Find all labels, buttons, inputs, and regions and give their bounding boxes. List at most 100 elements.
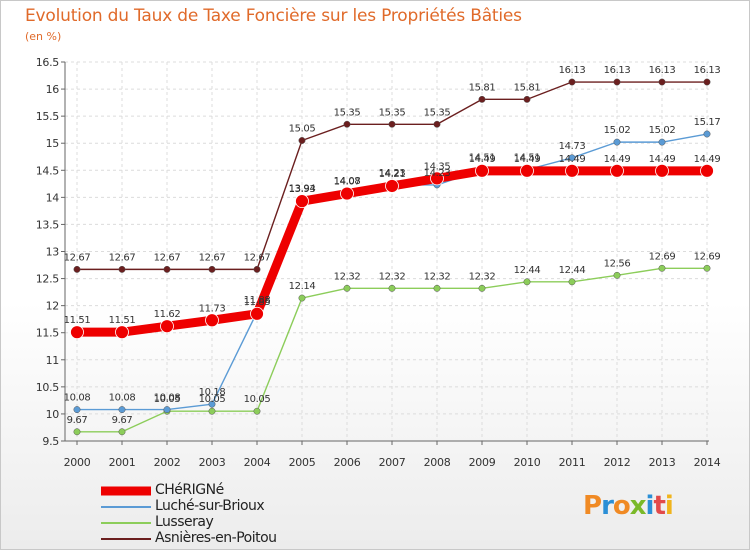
data-point [70,325,84,340]
data-point [385,179,399,193]
series-lines [70,78,714,436]
data-label: 14.49 [559,154,586,165]
data-label: 12.32 [334,271,361,282]
legend-swatch-cherigne [101,486,151,496]
chart-title: Evolution du Taux de Taxe Foncière sur l… [25,6,522,26]
data-point [160,319,174,334]
data-label: 10.18 [199,387,226,398]
x-tick-label: 2013 [649,456,676,469]
x-tick-label: 2001 [109,456,136,469]
logo-letter: r [601,491,614,521]
data-label: 15.35 [379,107,406,118]
data-label: 14.49 [604,154,631,165]
x-tick-label: 2000 [64,456,91,469]
data-label: 14.49 [649,154,676,165]
data-label: 14.51 [469,153,496,164]
data-label: 15.17 [694,117,721,128]
proxiti-logo: Proxiti [583,491,674,521]
data-label: 12.14 [289,281,316,292]
data-point [118,428,126,436]
x-tick-label: 2007 [379,456,406,469]
data-label: 14.49 [469,154,496,165]
x-tick-label: 2004 [244,456,271,469]
y-tick-label: 15 [46,137,60,150]
data-point [73,406,81,414]
data-label: 12.67 [244,252,271,263]
x-tick-label: 2012 [604,456,631,469]
data-point [115,325,129,340]
logo-letter: i [664,491,674,521]
data-point [658,138,666,146]
data-point [658,78,666,86]
data-point [610,163,624,178]
data-point [565,163,579,178]
data-label: 15.02 [604,125,631,136]
legend-label: Asnières-en-Poitou [155,530,277,546]
data-label: 9.67 [67,415,88,426]
data-label: 9.67 [112,415,133,426]
logo-letter: t [653,491,665,521]
x-tick-label: 2010 [514,456,541,469]
legend-swatch-luche [101,506,151,508]
logo-letter: o [612,491,631,521]
data-point [568,278,576,286]
logo-letter: P [583,491,602,521]
data-label: 14.73 [559,141,586,152]
data-label: 16.13 [694,65,721,76]
grid [65,61,709,442]
data-labels: 12.67 12.67 12.67 12.67 12.67 15.05 15.35 15.35… [64,65,721,426]
data-label: 14.51 [514,153,541,164]
data-label: 15.81 [469,82,496,93]
data-point [613,138,621,146]
data-point [613,271,621,279]
data-point [163,265,171,273]
x-tick-label: 2008 [424,456,451,469]
y-tick-label: 14.5 [36,164,60,177]
data-label: 11.62 [154,309,181,320]
data-point [703,78,711,86]
data-label: 13.94 [289,184,316,195]
data-label: 16.13 [559,65,586,76]
data-point [433,284,441,292]
data-label: 11.73 [199,303,226,314]
legend-label: CHéRIGNé [155,482,224,498]
data-label: 10.08 [154,393,181,404]
y-tick-label: 16 [46,83,60,96]
data-point [658,264,666,272]
data-label: 12.67 [64,252,91,263]
data-label: 14.07 [334,177,361,188]
data-label: 12.69 [694,251,721,262]
data-point [388,120,396,128]
data-point [703,264,711,272]
data-label: 16.13 [604,65,631,76]
x-tick-label: 2003 [199,456,226,469]
data-label: 10.05 [244,394,271,405]
data-point [298,294,306,302]
data-point [613,78,621,86]
data-point [343,120,351,128]
data-label: 15.35 [424,107,451,118]
data-point [478,95,486,103]
data-label: 14.23 [424,168,451,179]
y-unit-label: (en %) [25,30,62,43]
data-label: 15.02 [649,125,676,136]
x-tick-label: 2009 [469,456,496,469]
data-point [523,95,531,103]
data-label: 13.93 [289,184,316,195]
y-tick-label: 12.5 [36,273,60,286]
data-point [568,154,576,162]
data-label: 14.23 [379,168,406,179]
data-point [163,406,171,414]
data-point [250,306,264,321]
data-label: 10.08 [109,393,136,404]
data-point [703,130,711,138]
data-label: 10.08 [64,393,91,404]
data-label: 10.05 [154,394,181,405]
logo-letter: x [629,491,647,521]
data-label: 14.08 [334,176,361,187]
data-point [118,265,126,273]
data-point [568,78,576,86]
data-label: 11.85 [244,297,271,308]
